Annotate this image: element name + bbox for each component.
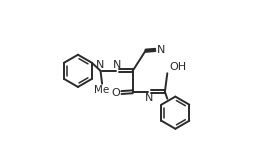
Text: N: N bbox=[156, 45, 165, 55]
Text: N: N bbox=[96, 60, 105, 70]
Text: OH: OH bbox=[169, 62, 186, 72]
Text: N: N bbox=[145, 93, 153, 103]
Text: N: N bbox=[112, 60, 121, 70]
Text: O: O bbox=[111, 88, 120, 98]
Text: Me: Me bbox=[95, 85, 110, 95]
